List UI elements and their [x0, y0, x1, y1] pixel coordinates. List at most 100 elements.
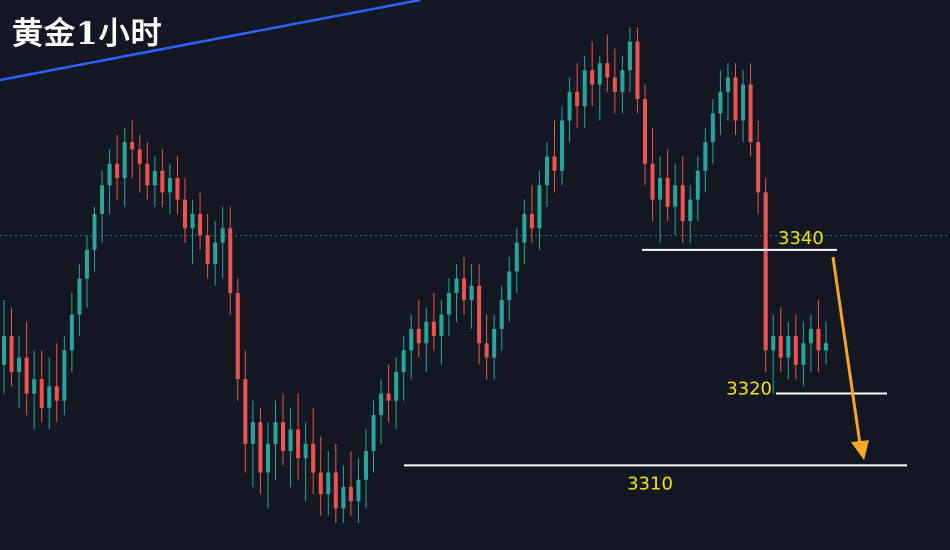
candle-body [680, 185, 685, 222]
candle-body [658, 178, 663, 200]
candle [454, 264, 459, 322]
candle-body [484, 343, 489, 358]
candle [514, 228, 519, 293]
candle [680, 156, 685, 243]
candle-body [39, 379, 44, 408]
candle-body [92, 213, 97, 250]
candle [786, 321, 791, 380]
candle-body [160, 170, 165, 193]
candle [32, 350, 37, 430]
candle [718, 70, 723, 135]
candle [597, 55, 602, 121]
candle-body [182, 199, 187, 229]
candle-body [281, 422, 286, 451]
candle-body [190, 213, 195, 229]
candle [213, 221, 218, 286]
candle-body [688, 199, 693, 222]
candle [635, 27, 640, 114]
candle-body [122, 142, 127, 179]
candle [446, 278, 451, 337]
candle [544, 142, 549, 207]
candle-body [47, 386, 52, 408]
candle-body [250, 422, 255, 444]
candle-body [643, 99, 648, 164]
candle-body [756, 142, 761, 193]
candle-body [575, 91, 580, 107]
candle-body [401, 350, 406, 372]
candle [17, 336, 22, 408]
candle-body [771, 336, 776, 351]
candle [9, 307, 14, 387]
candle [394, 357, 399, 430]
candle [756, 120, 761, 214]
candle-body [17, 357, 22, 372]
candle-body [620, 70, 625, 92]
candle [778, 307, 783, 372]
candle [243, 350, 248, 473]
candle-body [431, 321, 436, 337]
candle-body [499, 300, 504, 329]
candle-body [537, 185, 542, 229]
candle [107, 149, 112, 214]
candle-body [54, 386, 59, 401]
candle-body [265, 443, 270, 473]
candle [590, 41, 595, 107]
candle [529, 185, 534, 243]
candle-body [567, 91, 572, 121]
candle-body [718, 91, 723, 114]
candle-body [529, 213, 534, 229]
candle-body [24, 357, 29, 394]
candle [499, 285, 504, 351]
candle-body [703, 142, 708, 171]
candle-body [763, 192, 768, 351]
candle-body [107, 163, 112, 186]
candle [348, 450, 353, 516]
chart-title: 黄金1小时 [12, 16, 163, 52]
candle [288, 407, 293, 487]
candle-body [597, 63, 602, 85]
candle [318, 436, 323, 516]
candle [311, 407, 316, 495]
candle [522, 199, 527, 265]
candle-body [167, 178, 172, 193]
candle [333, 443, 338, 523]
candle [612, 48, 617, 114]
candle-body [650, 163, 655, 200]
candle-body [62, 350, 67, 401]
candle [816, 300, 821, 372]
candle [130, 120, 135, 179]
candle [258, 407, 263, 495]
candle [733, 63, 738, 135]
candle-body [492, 328, 497, 358]
candle-body [363, 450, 368, 480]
candle [748, 63, 753, 157]
candle [47, 357, 52, 430]
candle-body [695, 170, 700, 200]
candle [605, 34, 610, 92]
candle-body [32, 379, 37, 394]
level-label-3310: 3310 [627, 473, 673, 494]
candle [100, 170, 105, 243]
candle [281, 393, 286, 466]
candle-body [560, 120, 565, 171]
candle [77, 264, 82, 337]
candle-body [733, 77, 738, 121]
candle [575, 63, 580, 128]
candle [205, 213, 210, 279]
candle-body [258, 422, 263, 473]
candle-body [514, 242, 519, 272]
candle-body [605, 63, 610, 78]
candle-body [741, 84, 746, 121]
candle-body [205, 235, 210, 265]
candle-body [394, 371, 399, 401]
candle [122, 127, 127, 207]
candle-body [469, 285, 474, 301]
candle-body [816, 328, 821, 351]
candle-body [371, 415, 376, 451]
candle [84, 235, 89, 308]
candle [650, 127, 655, 222]
candle [567, 77, 572, 143]
candle [808, 314, 813, 372]
candle [431, 292, 436, 351]
candle [303, 422, 308, 502]
